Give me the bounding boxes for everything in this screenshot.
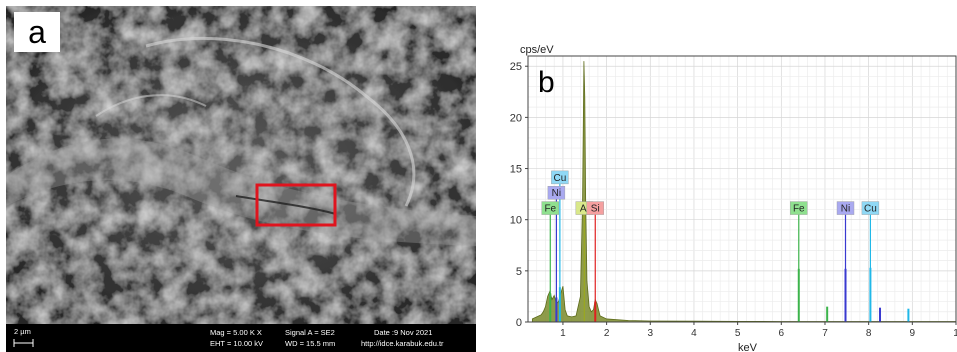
element-label-box [861, 201, 880, 215]
x-axis-title: keV [738, 342, 758, 352]
minor-peak [555, 297, 558, 322]
element-label-box [541, 201, 559, 215]
wd-info: WD = 15.5 mm [285, 339, 336, 348]
y-axis-ticks: 0 5 10 15 20 25 [510, 61, 528, 329]
sem-info-bar: 2 µm Mag = 5.00 K X EHT = 10.00 kV Signa… [6, 324, 476, 352]
element-label-cu: Cu [551, 170, 569, 185]
element-labels: Fe Ni Cu Al Si Fe Ni Cu [541, 170, 880, 215]
element-label-cu: Cu [861, 201, 880, 215]
minor-peak [879, 307, 882, 322]
element-label-text: Ni [552, 188, 561, 199]
magnification-info: Mag = 5.00 K X [210, 328, 262, 337]
minor-peak [797, 268, 800, 322]
sem-micrograph-panel: a 2 µm Mag = 5.00 K X EHT = 10.00 kV Sig… [6, 6, 476, 352]
sem-fracture-image [6, 6, 476, 324]
panel-a-label: a [14, 12, 60, 52]
minor-peak [558, 287, 561, 322]
element-label-ni: Ni [836, 201, 855, 215]
minor-peak [826, 306, 829, 322]
x-tick-label: 2 [604, 328, 610, 339]
scale-bar-label: 2 µm [14, 327, 31, 336]
minor-peak [869, 267, 872, 322]
element-label-ni: Ni [547, 186, 566, 200]
eht-info: EHT = 10.00 kV [210, 339, 264, 348]
minor-peak [844, 268, 847, 322]
y-axis-title: cps/eV [520, 44, 554, 56]
element-label-text: Fe [793, 204, 805, 215]
y-tick-label: 10 [510, 215, 522, 227]
url-info: http://idce.karabuk.edu.tr [361, 339, 444, 348]
x-tick-label: 4 [691, 328, 697, 339]
region-of-interest-box [255, 183, 337, 227]
element-label-text: Cu [553, 173, 566, 184]
element-label-text: Al [580, 204, 589, 215]
element-label-text: Ni [841, 204, 850, 215]
element-label-box [790, 201, 808, 215]
element-label-box [586, 201, 604, 215]
panel-b-label: b [538, 66, 555, 99]
x-tick-label: 5 [735, 328, 741, 339]
element-label-text: Cu [864, 204, 877, 215]
x-axis-ticks: 1 2 3 4 5 6 7 8 9 1 [560, 322, 957, 339]
minor-peak [907, 308, 910, 322]
x-tick-label: 9 [910, 328, 916, 339]
minor-peaks [549, 267, 910, 322]
x-tick-label: 6 [779, 328, 785, 339]
x-tick-label: 7 [822, 328, 828, 339]
element-label-text: Fe [544, 204, 556, 215]
element-label-fe: Fe [541, 201, 559, 215]
x-tick-label: 1 [953, 328, 957, 339]
x-tick-label: 3 [648, 328, 654, 339]
x-tick-label: 1 [560, 328, 566, 339]
chart-grid [527, 55, 957, 323]
y-tick-label: 5 [516, 266, 522, 278]
element-label-text: Si [591, 204, 600, 215]
element-label-fe: Fe [790, 201, 808, 215]
y-tick-label: 0 [516, 317, 522, 329]
element-label-box [547, 186, 566, 200]
date-info: Date :9 Nov 2021 [374, 328, 433, 337]
plot-frame [527, 55, 957, 323]
spectrum-area [531, 61, 957, 323]
element-label-box [551, 170, 569, 185]
minor-peak [549, 293, 552, 322]
minor-peak [594, 301, 597, 322]
y-tick-label: 15 [510, 164, 522, 176]
element-label-si: Si [586, 201, 604, 215]
y-tick-label: 20 [510, 112, 522, 124]
x-tick-label: 8 [866, 328, 872, 339]
signal-info: Signal A = SE2 [285, 328, 335, 337]
element-label-box [836, 201, 855, 215]
y-tick-label: 25 [510, 61, 522, 73]
scale-bar-icon [13, 339, 34, 347]
